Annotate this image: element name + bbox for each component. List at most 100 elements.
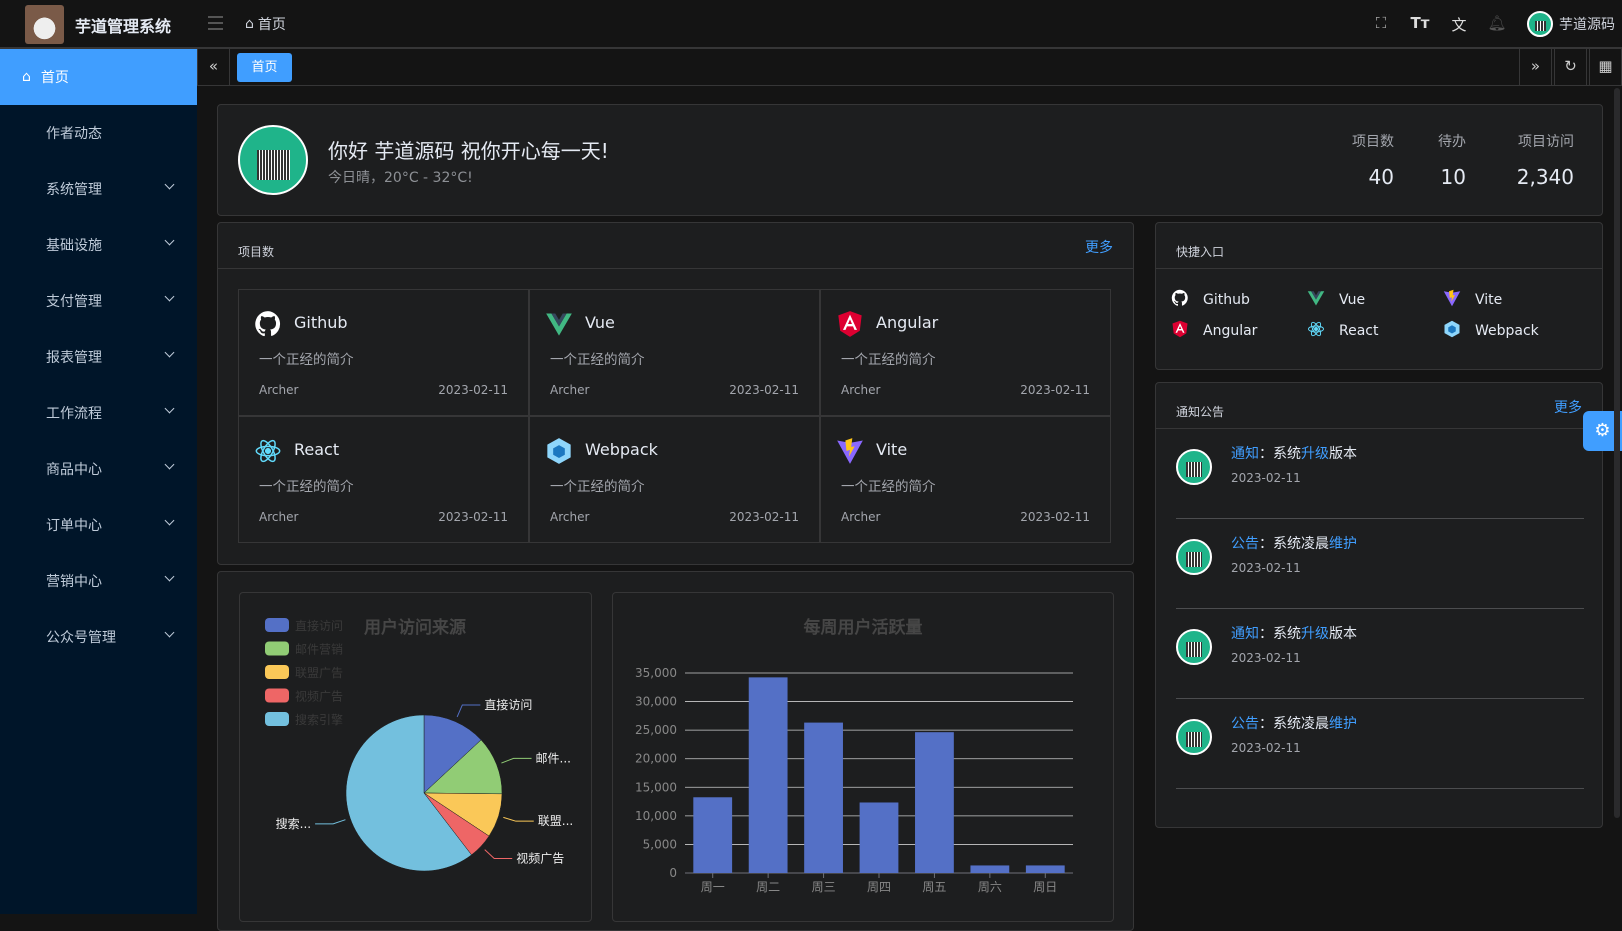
sidebar-item-8[interactable]: 订单中心 (0, 497, 197, 553)
slice-label: 联盟... (538, 814, 573, 828)
project-author: Archer (259, 510, 299, 524)
legend-swatch (265, 688, 289, 703)
user-menu[interactable]: 芋道源码 (1527, 11, 1615, 37)
vite-icon (836, 437, 864, 465)
shortcut-react[interactable]: React (1307, 320, 1378, 342)
notice-item[interactable]: 公告：系统凌晨维护 2023-02-11 (1176, 699, 1584, 789)
sidebar-item-label: 商品中心 (46, 462, 102, 478)
font-size-icon[interactable]: Tт (1410, 14, 1430, 32)
sidebar-item-label: 工作流程 (46, 406, 102, 422)
project-card[interactable]: Vite 一个正经的简介 Archer 2023-02-11 (820, 416, 1111, 543)
notice-date: 2023-02-11 (1231, 651, 1301, 665)
sidebar-item-7[interactable]: 商品中心 (0, 441, 197, 497)
project-name: React (294, 440, 340, 459)
github-icon (1171, 289, 1189, 311)
project-card[interactable]: Angular 一个正经的简介 Archer 2023-02-11 (820, 289, 1111, 416)
notice-date: 2023-02-11 (1231, 561, 1301, 575)
bell-icon[interactable]: 🔔︎ (1487, 14, 1507, 32)
slice-label: 直接访问 (484, 697, 532, 712)
top-header: 芋道管理系统 ⌂ 首页 ⛶ Tт 文 🔔︎ 芋道源码 (0, 0, 1622, 49)
project-name: Vue (585, 313, 615, 332)
avatar (1176, 719, 1212, 755)
project-card[interactable]: Github 一个正经的简介 Archer 2023-02-11 (238, 289, 529, 416)
bar (915, 732, 954, 873)
chevron-down-icon (164, 459, 175, 470)
translate-icon[interactable]: 文 (1451, 16, 1467, 34)
label-line (503, 816, 534, 822)
sidebar-item-1[interactable]: 作者动态 (0, 105, 197, 161)
sidebar-item-4[interactable]: 支付管理 (0, 273, 197, 329)
notice-item[interactable]: 公告：系统凌晨维护 2023-02-11 (1176, 519, 1584, 609)
sidebar-item-5[interactable]: 报表管理 (0, 329, 197, 385)
sidebar-item-3[interactable]: 基础设施 (0, 217, 197, 273)
chevron-down-icon (164, 179, 175, 190)
project-date: 2023-02-11 (1020, 383, 1090, 397)
stat-visits: 项目访问 2,340 (1516, 134, 1574, 189)
project-date: 2023-02-11 (438, 383, 508, 397)
project-desc: 一个正经的简介 (259, 479, 354, 495)
vite-icon (1443, 289, 1461, 311)
x-tick-label: 周五 (922, 880, 946, 894)
legend-swatch (265, 618, 289, 632)
projects-title: 项目数 (238, 245, 275, 259)
project-date: 2023-02-11 (729, 383, 799, 397)
breadcrumb[interactable]: ⌂ 首页 (245, 16, 286, 33)
legend-swatch (265, 665, 289, 679)
notice-date: 2023-02-11 (1231, 741, 1301, 755)
chevron-down-icon (164, 515, 175, 526)
label-line (456, 704, 481, 718)
sidebar-item-9[interactable]: 营销中心 (0, 553, 197, 609)
project-author: Archer (550, 383, 590, 397)
y-tick-label: 10,000 (635, 809, 677, 823)
sidebar-item-2[interactable]: 系统管理 (0, 161, 197, 217)
stat-todo: 待办 10 (1438, 134, 1466, 189)
tab-home[interactable]: 首页 (237, 53, 292, 82)
project-card[interactable]: React 一个正经的简介 Archer 2023-02-11 (238, 416, 529, 543)
projects-card: 项目数 更多 Github 一个正经的简介 Archer 2023-02-11 V… (217, 222, 1134, 565)
project-desc: 一个正经的简介 (841, 352, 936, 368)
chart-title: 每周用户活跃量 (804, 617, 923, 638)
bar (859, 802, 899, 873)
legend-label: 联盟广告 (295, 666, 343, 680)
scrollbar[interactable] (1614, 88, 1620, 818)
refresh-icon[interactable]: ↻ (1554, 49, 1587, 85)
sidebar-item-6[interactable]: 工作流程 (0, 385, 197, 441)
chevron-down-icon (164, 627, 175, 638)
notice-item[interactable]: 通知：系统升级版本 2023-02-11 (1176, 429, 1584, 519)
x-tick-label: 周一 (701, 880, 725, 894)
chevron-down-icon (164, 291, 175, 302)
project-desc: 一个正经的简介 (550, 479, 645, 495)
shortcut-github[interactable]: Github (1171, 289, 1250, 311)
notice-item[interactable]: 通知：系统升级版本 2023-02-11 (1176, 609, 1584, 699)
project-card[interactable]: Webpack 一个正经的简介 Archer 2023-02-11 (529, 416, 820, 543)
menu-collapse-icon[interactable] (208, 16, 223, 30)
bar-chart: 每周用户活跃量 0 5,000 10,000 15,000 20,000 25,000 30,… (635, 617, 1073, 894)
projects-more-link[interactable]: 更多 (1085, 240, 1113, 256)
shortcut-angular[interactable]: Angular (1171, 320, 1257, 342)
bar (1025, 865, 1065, 873)
sidebar-item-label: 报表管理 (46, 350, 102, 366)
y-tick-label: 30,000 (635, 695, 677, 709)
sidebar-item-label: 订单中心 (46, 518, 102, 534)
pie-slice (423, 714, 482, 794)
shortcut-webpack[interactable]: Webpack (1443, 320, 1539, 342)
project-card[interactable]: Vue 一个正经的简介 Archer 2023-02-11 (529, 289, 820, 416)
scroll-right-icon[interactable]: » (1519, 49, 1552, 85)
sidebar-item-10[interactable]: 公众号管理 (0, 609, 197, 665)
stat-projects: 项目数 40 (1352, 134, 1394, 189)
sidebar-item-0[interactable]: ⌂ 首页 (0, 49, 197, 105)
chevron-down-icon (164, 571, 175, 582)
scroll-left-icon[interactable]: « (197, 49, 230, 85)
shortcuts-title: 快捷入口 (1176, 245, 1225, 259)
x-tick-label: 周三 (812, 880, 836, 894)
shortcut-vite[interactable]: Vite (1443, 289, 1502, 311)
shortcut-vue[interactable]: Vue (1307, 289, 1365, 311)
chevron-down-icon (164, 403, 175, 414)
tags-menu-icon[interactable]: ▦ (1589, 49, 1622, 85)
webpack-icon (545, 437, 573, 465)
notices-more-link[interactable]: 更多 (1554, 400, 1582, 416)
bar (693, 797, 733, 873)
legend-swatch (265, 712, 289, 726)
angular-icon (1171, 320, 1189, 342)
fullscreen-icon[interactable]: ⛶ (1375, 14, 1387, 32)
